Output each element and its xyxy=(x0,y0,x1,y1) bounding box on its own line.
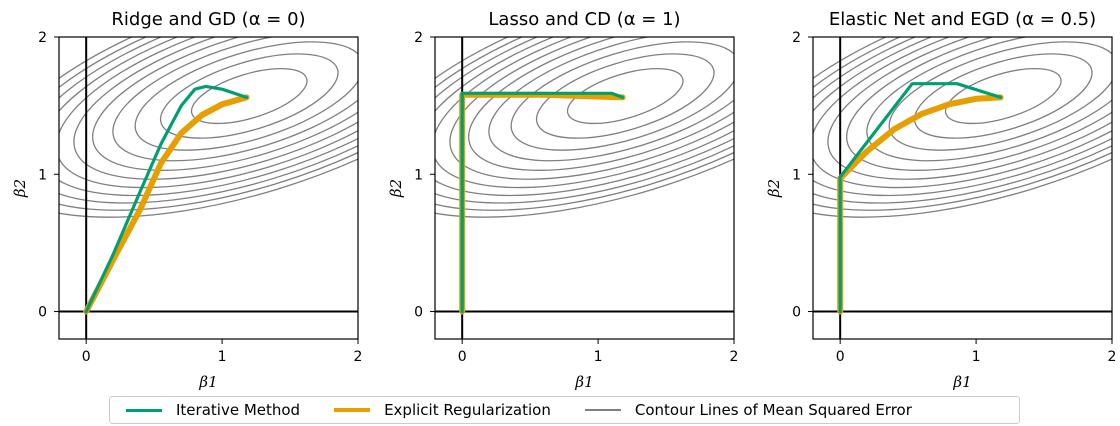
contour-line xyxy=(510,41,734,151)
x-tick-label: 1 xyxy=(218,349,227,365)
legend-item-explicit: Explicit Regularization xyxy=(334,401,551,419)
axes-frame xyxy=(812,36,1113,340)
contour-line xyxy=(59,37,358,189)
x-axis-label: β1 xyxy=(952,373,971,391)
legend-label: Contour Lines of Mean Squared Error xyxy=(634,401,912,419)
contour-line xyxy=(566,67,684,125)
y-axis-label: β2 xyxy=(765,179,783,198)
x-tick-label: 2 xyxy=(730,349,739,365)
x-tick-label: 0 xyxy=(82,349,91,365)
contour-line xyxy=(813,37,1112,189)
plot-area xyxy=(435,37,734,339)
panel-title: Lasso and CD (α = 1) xyxy=(488,9,680,30)
x-tick-label: 2 xyxy=(1108,349,1117,365)
y-tick-label: 1 xyxy=(414,167,423,183)
y-tick-label: 2 xyxy=(414,30,423,46)
contour-line xyxy=(813,37,1112,211)
series-iterative xyxy=(84,84,249,314)
contour-line xyxy=(59,37,358,204)
legend-item-iterative: Iterative Method xyxy=(126,401,300,419)
plot-area xyxy=(59,37,358,339)
contour-line xyxy=(827,37,1112,180)
y-tick-label: 2 xyxy=(38,30,47,46)
panel-elastic-net-egd: β1 β2 0 1 2 0 1 2 Elastic Net and EGD (α = 0.5… xyxy=(765,9,1117,391)
y-tick-label: 0 xyxy=(792,305,801,321)
contour-line xyxy=(59,37,358,211)
contour-line xyxy=(813,37,1112,218)
x-tick-label: 2 xyxy=(354,349,363,365)
contour-line xyxy=(59,37,358,197)
contour-line xyxy=(944,67,1062,125)
series-iterative xyxy=(460,91,625,314)
y-tick-label: 2 xyxy=(792,30,801,46)
axes-frame xyxy=(434,36,735,340)
legend-label: Explicit Regularization xyxy=(384,401,551,419)
y-tick-label: 0 xyxy=(414,305,423,321)
contour-line xyxy=(913,53,1093,139)
contour-line xyxy=(73,37,358,180)
contour-line xyxy=(488,37,734,162)
y-axis-label: β2 xyxy=(387,179,405,198)
x-axis-label: β1 xyxy=(198,373,217,391)
contour-line xyxy=(813,37,1112,204)
x-tick-label: 1 xyxy=(594,349,603,365)
plot-area xyxy=(813,37,1112,339)
panel-lasso-cd: β1 β2 0 1 2 0 1 2 Lasso and CD (α = 1) xyxy=(387,9,739,391)
x-axis-label: β1 xyxy=(574,373,593,391)
contour-line xyxy=(866,37,1112,162)
y-tick-label: 1 xyxy=(38,167,47,183)
legend-item-contour: Contour Lines of Mean Squared Error xyxy=(584,401,912,419)
series-iterative xyxy=(838,82,1003,314)
figure: β1 β2 0 1 2 0 1 2 Ridge and GD (α = 0) β1 β2 0… xyxy=(11,9,1117,391)
contour-line xyxy=(468,37,734,171)
contour-line xyxy=(435,37,734,189)
panel-title: Ridge and GD (α = 0) xyxy=(111,9,305,30)
contour-line xyxy=(449,37,734,180)
panel-ridge-gd: β1 β2 0 1 2 0 1 2 Ridge and GD (α = 0) xyxy=(11,9,363,391)
axes-frame xyxy=(58,36,359,340)
y-tick-label: 0 xyxy=(38,305,47,321)
contour-line xyxy=(190,67,308,125)
contour-line xyxy=(92,37,358,171)
contour-line xyxy=(134,41,358,151)
contour-line xyxy=(535,53,715,139)
contour-line xyxy=(435,37,734,204)
legend-label: Iterative Method xyxy=(176,401,301,419)
contour-line xyxy=(159,53,339,139)
legend: Iterative Method Explicit Regularization… xyxy=(109,396,1020,424)
legend-swatch-iterative xyxy=(126,408,162,412)
contour-line xyxy=(435,37,734,218)
contour-line xyxy=(59,37,358,218)
series-explicit xyxy=(83,94,250,315)
contour-line xyxy=(813,37,1112,197)
contour-line xyxy=(846,37,1112,171)
legend-swatch-explicit xyxy=(334,408,371,412)
y-tick-label: 1 xyxy=(792,167,801,183)
contour-line xyxy=(435,37,734,211)
y-axis-label: β2 xyxy=(11,179,29,198)
x-tick-label: 1 xyxy=(972,349,981,365)
legend-swatch-contour xyxy=(584,409,621,411)
x-tick-label: 0 xyxy=(458,349,467,365)
contour-line xyxy=(112,37,358,162)
x-tick-label: 0 xyxy=(836,349,845,365)
panel-title: Elastic Net and EGD (α = 0.5) xyxy=(829,9,1096,30)
series-explicit xyxy=(837,94,1004,315)
contour-line xyxy=(435,37,734,197)
